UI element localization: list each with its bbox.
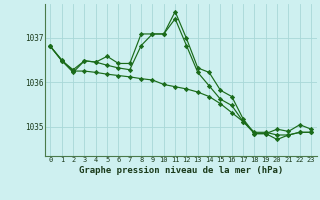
X-axis label: Graphe pression niveau de la mer (hPa): Graphe pression niveau de la mer (hPa) xyxy=(79,166,283,175)
